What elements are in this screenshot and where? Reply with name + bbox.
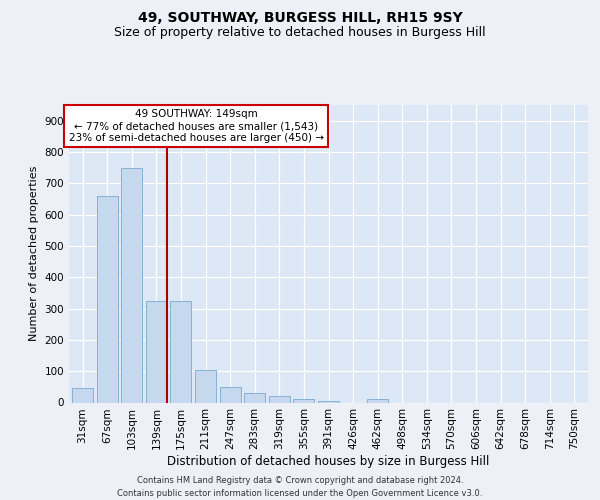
Y-axis label: Number of detached properties: Number of detached properties (29, 166, 39, 342)
Bar (367, 400, 388, 402)
Bar (318, 401, 339, 402)
Bar (269, 396, 290, 402)
Bar (72, 388, 93, 402)
Text: Contains HM Land Registry data © Crown copyright and database right 2024.
Contai: Contains HM Land Registry data © Crown c… (118, 476, 482, 498)
Bar (121, 168, 142, 402)
Bar (293, 398, 314, 402)
Text: 49 SOUTHWAY: 149sqm
← 77% of detached houses are smaller (1,543)
23% of semi-det: 49 SOUTHWAY: 149sqm ← 77% of detached ho… (68, 110, 323, 142)
Bar (195, 370, 216, 402)
Bar (97, 196, 118, 402)
Bar (220, 387, 241, 402)
Text: Size of property relative to detached houses in Burgess Hill: Size of property relative to detached ho… (114, 26, 486, 39)
Bar (146, 300, 167, 402)
Text: 49, SOUTHWAY, BURGESS HILL, RH15 9SY: 49, SOUTHWAY, BURGESS HILL, RH15 9SY (137, 11, 463, 25)
X-axis label: Distribution of detached houses by size in Burgess Hill: Distribution of detached houses by size … (167, 455, 490, 468)
Bar (170, 300, 191, 402)
Bar (244, 393, 265, 402)
